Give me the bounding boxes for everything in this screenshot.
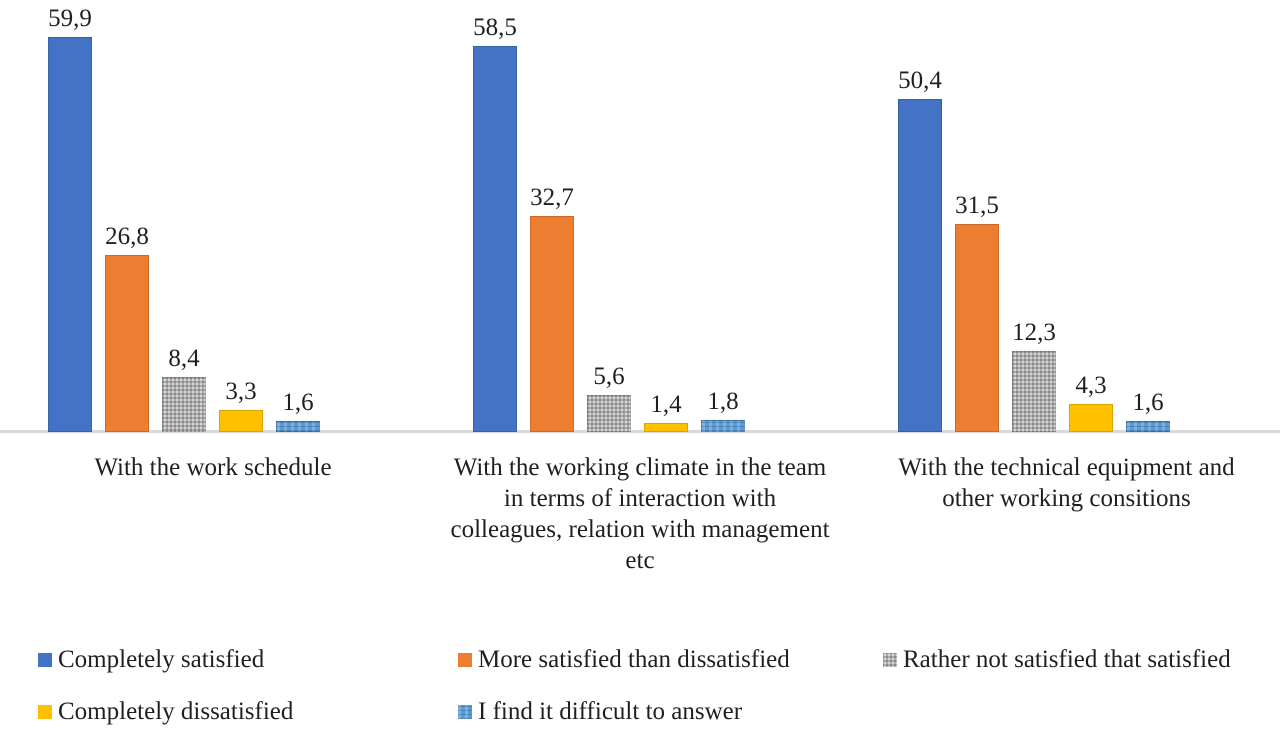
bar-slot: 1,8 xyxy=(701,388,745,432)
bar-slot: 5,6 xyxy=(587,363,631,432)
bar-value-label: 12,3 xyxy=(1012,319,1056,346)
legend: Completely satisfied More satisfied than … xyxy=(0,645,1280,735)
legend-label: More satisfied than dissatisfied xyxy=(478,646,790,673)
bar-completely-dissatisfied xyxy=(219,410,263,432)
bar-slot: 58,5 xyxy=(473,14,517,432)
legend-label: Completely dissatisfied xyxy=(58,698,294,725)
bar-value-label: 1,8 xyxy=(707,388,739,415)
bar-completely-satisfied xyxy=(48,37,92,432)
bar-rather-not-satisfied-that-satisfied xyxy=(162,377,206,432)
legend-label: I find it difficult to answer xyxy=(478,698,743,725)
bar-completely-satisfied xyxy=(898,99,942,432)
legend-label: Completely satisfied xyxy=(58,646,265,673)
bar-value-label: 1,6 xyxy=(282,389,314,416)
category-label-1: With the work schedule xyxy=(94,454,332,481)
legend-label: Rather not satisfied that satisfied xyxy=(903,646,1231,673)
bar-value-label: 1,6 xyxy=(1132,389,1164,416)
bar-more-satisfied-than-dissatisfied xyxy=(530,216,574,432)
bar-more-satisfied-than-dissatisfied xyxy=(955,224,999,432)
bar-slot: 8,4 xyxy=(162,345,206,432)
bar-value-label: 4,3 xyxy=(1075,372,1107,399)
legend-swatch-completely-dissatisfied xyxy=(38,705,52,719)
bar-slot: 26,8 xyxy=(105,223,149,432)
x-axis-line xyxy=(0,430,1280,433)
bar-slot: 3,3 xyxy=(219,378,263,432)
legend-item-completely-dissatisfied: Completely dissatisfied xyxy=(38,697,293,727)
bar-value-label: 50,4 xyxy=(898,67,942,94)
bar-value-label: 31,5 xyxy=(955,192,999,219)
legend-item-i-find-it-difficult-to-answer: I find it difficult to answer xyxy=(458,697,742,727)
bar-rather-not-satisfied-that-satisfied xyxy=(1012,351,1056,432)
bar-completely-satisfied xyxy=(473,46,517,432)
bar-completely-dissatisfied xyxy=(644,423,688,432)
bar-i-find-it-difficult-to-answer xyxy=(276,421,320,432)
bar-slot: 4,3 xyxy=(1069,372,1113,432)
bar-slot: 1,6 xyxy=(1126,389,1170,432)
bar-value-label: 26,8 xyxy=(105,223,149,250)
plot-area: 59,9 26,8 8,4 3,3 1,6 58,5 32,7 5,6 1,4 1,8 50,4 31… xyxy=(0,5,1280,433)
bar-value-label: 5,6 xyxy=(593,363,625,390)
legend-row-1: Completely satisfied More satisfied than … xyxy=(0,645,1280,675)
legend-swatch-more-satisfied-than-dissatisfied xyxy=(458,653,472,667)
bar-value-label: 59,9 xyxy=(48,5,92,32)
legend-item-rather-not-satisfied-that-satisfied: Rather not satisfied that satisfied xyxy=(883,645,1231,675)
bar-value-label: 32,7 xyxy=(530,184,574,211)
category-axis-labels: With the work schedule With the working c… xyxy=(0,452,1280,592)
bar-slot: 50,4 xyxy=(898,67,942,432)
bar-group-1: 59,9 26,8 8,4 3,3 1,6 xyxy=(48,5,320,432)
bar-group-3: 50,4 31,5 12,3 4,3 1,6 xyxy=(898,67,1170,432)
bar-value-label: 58,5 xyxy=(473,14,517,41)
legend-swatch-rather-not-satisfied-that-satisfied xyxy=(883,653,897,667)
category-label-2: With the working climate in the team in … xyxy=(450,454,830,574)
bar-slot: 1,6 xyxy=(276,389,320,432)
bar-slot: 31,5 xyxy=(955,192,999,432)
bar-rather-not-satisfied-that-satisfied xyxy=(587,395,631,432)
bar-i-find-it-difficult-to-answer xyxy=(701,420,745,432)
legend-item-completely-satisfied: Completely satisfied xyxy=(38,645,264,675)
bar-completely-dissatisfied xyxy=(1069,404,1113,432)
bar-slot: 12,3 xyxy=(1012,319,1056,432)
bar-slot: 59,9 xyxy=(48,5,92,432)
bar-value-label: 3,3 xyxy=(225,378,257,405)
legend-swatch-completely-satisfied xyxy=(38,653,52,667)
legend-swatch-i-find-it-difficult-to-answer xyxy=(458,705,472,719)
bar-value-label: 1,4 xyxy=(650,391,682,418)
bar-value-label: 8,4 xyxy=(168,345,200,372)
bar-slot: 1,4 xyxy=(644,391,688,432)
bar-more-satisfied-than-dissatisfied xyxy=(105,255,149,432)
legend-row-2: Completely dissatisfied I find it difficu… xyxy=(0,697,1280,727)
bar-slot: 32,7 xyxy=(530,184,574,432)
bar-group-2: 58,5 32,7 5,6 1,4 1,8 xyxy=(473,14,745,432)
legend-item-more-satisfied-than-dissatisfied: More satisfied than dissatisfied xyxy=(458,645,790,675)
category-label-3: With the technical equipment and other w… xyxy=(898,454,1235,512)
bar-i-find-it-difficult-to-answer xyxy=(1126,421,1170,432)
